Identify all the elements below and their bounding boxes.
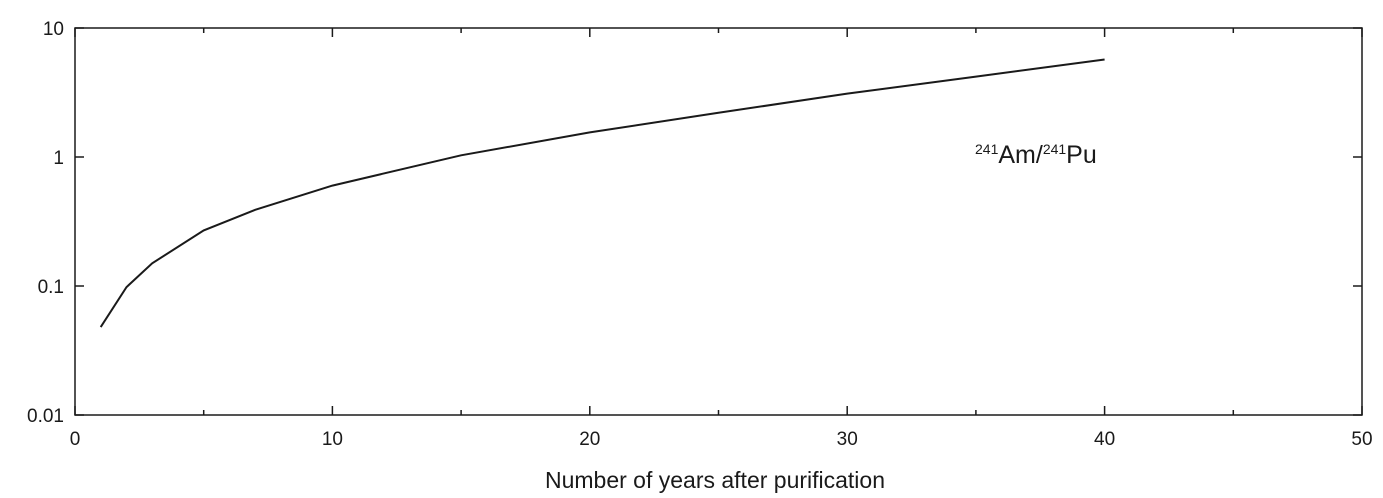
x-axis-title: Number of years after purification — [545, 467, 885, 493]
annotation-sup-1: 241 — [975, 141, 999, 157]
x-tick-label: 10 — [322, 429, 343, 450]
series-line — [99, 58, 1105, 328]
axis-ticks — [74, 27, 1363, 416]
y-tick-label: 0.1 — [38, 277, 64, 298]
annotation-text-2: Pu — [1066, 141, 1097, 169]
x-axis-tick-labels: 0 10 20 30 40 50 — [70, 429, 1373, 450]
plot-frame — [74, 27, 1363, 416]
x-tick-label: 50 — [1351, 429, 1372, 450]
y-tick-label: 10 — [43, 19, 64, 40]
x-tick-label: 40 — [1094, 429, 1115, 450]
y-tick-label: 0.01 — [27, 406, 64, 427]
x-tick-label: 30 — [837, 429, 858, 450]
x-tick-label: 20 — [579, 429, 600, 450]
annotation-sup-2: 241 — [1043, 141, 1067, 157]
y-axis-tick-labels: 0.01 0.1 1 10 — [27, 19, 64, 427]
x-tick-label: 0 — [70, 429, 81, 450]
series-annotation: 241Am/241Pu — [975, 141, 1097, 169]
y-tick-label: 1 — [53, 148, 64, 169]
annotation-text-1: Am/ — [998, 141, 1043, 169]
